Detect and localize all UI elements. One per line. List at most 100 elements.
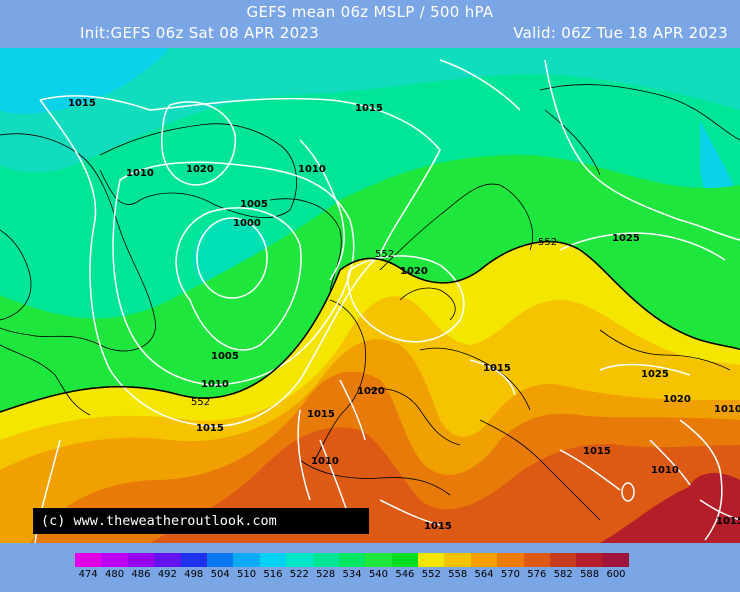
isobar-1005 <box>175 207 302 351</box>
isobar-label: 1015 <box>483 363 511 374</box>
contour-label: 552 <box>375 249 394 260</box>
scale-swatch <box>286 553 313 567</box>
isobar-label: 1005 <box>240 199 268 210</box>
contour-label-group: 552 552 552 <box>191 237 557 408</box>
isobar-1015-east-lat <box>559 449 621 491</box>
isobar-label: 1015 <box>307 409 335 420</box>
isobar-1025-turkey <box>599 363 691 376</box>
isobar-label: 1020 <box>186 164 214 175</box>
scale-label: 558 <box>448 569 468 580</box>
isobar-label: 1015 <box>583 446 611 457</box>
isobar-1020-med <box>339 379 366 441</box>
isobar-label: 1015 <box>68 98 96 109</box>
isobar-label: 1025 <box>612 233 640 244</box>
scale-label: 600 <box>606 569 626 580</box>
scale-swatch <box>602 553 630 567</box>
isobar-label: 1015 <box>355 103 383 114</box>
scale-swatch <box>418 553 445 567</box>
scale-label: 582 <box>553 569 573 580</box>
scale-swatch <box>550 553 577 567</box>
isobar-1010-gulf <box>649 439 691 486</box>
scale-swatch <box>391 553 419 567</box>
isobar-label: 1010 <box>651 465 679 476</box>
isobar-1000 <box>196 217 268 299</box>
forecast-map: 1015 1020 1010 1010 1005 1000 1015 1025 … <box>0 48 740 543</box>
valid-time-label: Valid: 06Z Tue 18 APR 2023 <box>513 24 728 42</box>
scale-label: 540 <box>368 569 389 580</box>
isobar-label-group: 1015 1020 1010 1010 1005 1000 1015 1025 … <box>68 98 740 532</box>
isobar-1015-spain <box>297 409 311 501</box>
isobar-label: 1015 <box>196 423 224 434</box>
isobar-1015-far-se <box>699 499 740 521</box>
isobar-small-ring <box>621 482 635 502</box>
scale-swatch <box>497 553 524 567</box>
isobar-label: 1010 <box>714 404 740 415</box>
chart-title: GEFS mean 06z MSLP / 500 hPA <box>246 3 494 21</box>
isobar-label: 1010 <box>311 456 339 467</box>
contour-552 <box>0 240 740 413</box>
scale-swatch <box>75 553 102 567</box>
band-588-blob <box>650 473 740 543</box>
scale-label: 504 <box>210 569 230 580</box>
isobar-1010-north <box>299 139 345 281</box>
scale-label: 546 <box>395 569 415 580</box>
scale-label: 576 <box>527 569 547 580</box>
scale-swatch <box>338 553 366 567</box>
isobar-label: 1020 <box>663 394 691 405</box>
band-510 <box>0 48 170 114</box>
scale-label: 522 <box>289 569 309 580</box>
scale-label: 498 <box>184 569 204 580</box>
scale-label: 528 <box>316 569 336 580</box>
scale-swatch <box>233 553 260 567</box>
isobar-label: 1005 <box>211 351 239 362</box>
scale-swatch <box>470 553 498 567</box>
isobar-1015-balkans <box>469 359 516 396</box>
isobar-1015-sahara <box>379 499 441 526</box>
scale-label: 486 <box>131 569 151 580</box>
isobars <box>34 59 740 543</box>
isobar-1015-atlantic <box>39 95 441 427</box>
isobar-label: 1020 <box>400 266 428 277</box>
scale-swatch <box>101 553 128 567</box>
scale-swatch <box>576 553 603 567</box>
isobar-1025-russia-arc <box>544 59 740 241</box>
isobar-1020-europe <box>347 255 465 343</box>
isobar-1025-east <box>559 232 726 261</box>
scale-label: 534 <box>342 569 362 580</box>
init-time-label: Init:GEFS 06z Sat 08 APR 2023 <box>80 24 320 42</box>
isobar-label: 1010 <box>201 379 229 390</box>
scale-swatch <box>259 553 287 567</box>
contour-label: 552 <box>191 397 210 408</box>
scale-swatch <box>154 553 181 567</box>
isobar-1010-far-east <box>679 419 723 541</box>
scale-swatch <box>444 553 471 567</box>
scale-label: 552 <box>421 569 441 580</box>
scale-label: 510 <box>236 569 257 580</box>
isobar-1020-greenland <box>161 101 236 186</box>
scale-swatch <box>312 553 339 567</box>
isobar-label: 1020 <box>357 386 385 397</box>
isobar-1015-arctic <box>439 59 521 111</box>
scale-swatch <box>180 553 207 567</box>
isobar-1010-main <box>112 161 355 386</box>
isobar-label: 1025 <box>641 369 669 380</box>
colour-scale-labels: 474 480 486 492 498 504 510 516 522 528 534 540 546 5… <box>75 569 629 583</box>
scale-label: 588 <box>580 569 600 580</box>
scale-swatch <box>206 553 234 567</box>
scale-label: 480 <box>105 569 125 580</box>
contour-label: 552 <box>538 237 557 248</box>
website-credit: (c) www.theweatheroutlook.com <box>33 508 369 534</box>
scale-label: 570 <box>500 569 520 580</box>
scale-label: 474 <box>78 569 98 580</box>
scale-label: 516 <box>263 569 283 580</box>
scale-label: 564 <box>474 569 494 580</box>
isobar-label: 1015 <box>424 521 452 532</box>
isobar-label: 1010 <box>298 164 326 175</box>
scale-swatch <box>127 553 155 567</box>
isobar-label: 1015 <box>716 516 740 527</box>
isobar-label: 1000 <box>233 218 261 229</box>
colour-scale-bar <box>75 553 630 567</box>
scale-label: 492 <box>157 569 177 580</box>
scale-swatch <box>365 553 392 567</box>
isobar-label: 1010 <box>126 168 154 179</box>
